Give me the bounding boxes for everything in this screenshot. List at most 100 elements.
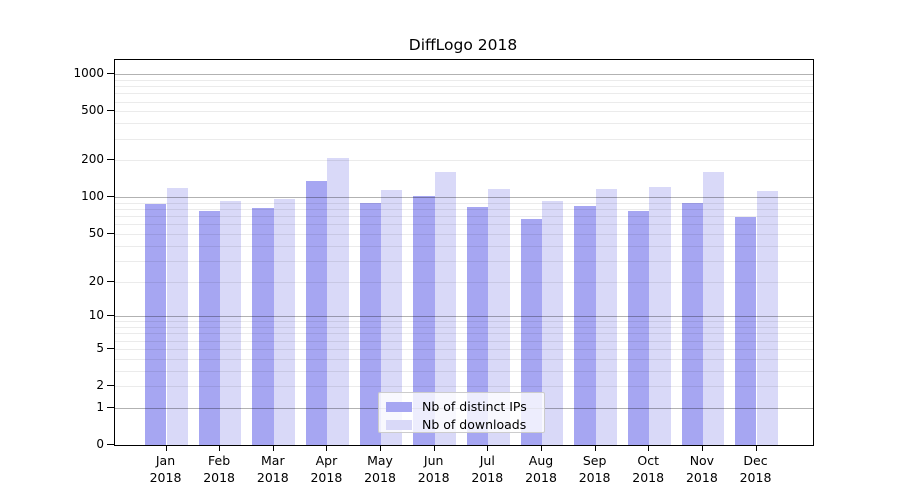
gridline-minor-80 <box>115 209 813 211</box>
y-tick-1 <box>107 406 114 408</box>
y-tick-5 <box>107 347 114 349</box>
bar-ips-nov <box>681 202 703 445</box>
gridline-minor-500 <box>115 111 813 113</box>
x-tick-label-nov: Nov 2018 <box>685 453 718 485</box>
gridline-minor-3 <box>115 370 813 372</box>
x-tick-label-feb: Feb 2018 <box>203 453 235 485</box>
x-tick-aug <box>541 445 542 451</box>
y-tick-label-0: 0 <box>96 437 104 451</box>
x-tick-label-may: May 2018 <box>364 453 396 485</box>
gridline-major-1000 <box>115 74 813 76</box>
bar-ips-may <box>359 203 381 445</box>
x-tick-dec <box>755 445 757 451</box>
legend: Nb of distinct IPs Nb of downloads <box>378 392 545 433</box>
bar-downloads-may <box>381 189 403 445</box>
y-tick-label-500: 500 <box>81 103 104 118</box>
y-tick-label-5: 5 <box>96 340 104 355</box>
y-tick-100 <box>107 196 114 198</box>
gridline-minor-40 <box>115 245 813 247</box>
bars-layer <box>115 60 813 445</box>
gridline-minor-50 <box>115 233 813 235</box>
y-tick-label-10: 10 <box>88 308 104 323</box>
bar-ips-aug <box>520 218 542 445</box>
x-tick-jan <box>165 445 167 451</box>
gridline-major-10 <box>115 316 813 318</box>
x-tick-label-aug: Aug 2018 <box>525 453 557 485</box>
x-tick-nov <box>701 445 703 451</box>
x-tick-label-sep: Sep 2018 <box>578 453 611 485</box>
y-tick-500 <box>107 110 114 112</box>
bar-downloads-oct <box>649 187 671 445</box>
y-tick-label-1: 1 <box>96 399 104 414</box>
bar-ips-jan <box>145 204 167 445</box>
bar-downloads-apr <box>327 158 349 445</box>
bar-ips-sep <box>574 205 596 445</box>
bar-downloads-feb <box>220 201 242 445</box>
gridline-minor-8 <box>115 327 813 328</box>
gridline-minor-9 <box>115 321 813 323</box>
gridline-minor-400 <box>115 123 813 125</box>
y-tick-label-2: 2 <box>96 378 104 392</box>
gridline-minor-7 <box>115 333 813 335</box>
y-tick-label-1000: 1000 <box>73 66 104 81</box>
y-tick-label-100: 100 <box>81 189 104 204</box>
bar-ips-apr <box>306 180 328 445</box>
x-tick-oct <box>648 445 650 451</box>
bar-downloads-sep <box>595 188 617 445</box>
bar-downloads-dec <box>756 190 778 445</box>
gridline-minor-2 <box>115 386 813 387</box>
bar-downloads-jul <box>488 189 510 445</box>
x-tick-label-oct: Oct 2018 <box>632 453 665 485</box>
chart-title: DiffLogo 2018 <box>408 36 518 54</box>
bar-ips-feb <box>198 211 221 445</box>
x-tick-label-dec: Dec 2018 <box>739 453 772 485</box>
x-tick-may <box>380 445 381 451</box>
gridline-minor-900 <box>115 79 813 81</box>
legend-swatch-downloads <box>386 419 412 430</box>
x-tick-label-jul: Jul 2018 <box>471 453 504 485</box>
legend-label-distinct-ips: Nb of distinct IPs <box>422 399 527 414</box>
y-tick-50 <box>107 232 114 234</box>
gridline-minor-60 <box>115 224 813 226</box>
x-tick-label-jun: Jun 2018 <box>417 453 450 485</box>
bar-ips-mar <box>252 207 274 445</box>
y-tick-label-200: 200 <box>81 152 104 167</box>
x-tick-feb <box>219 445 221 451</box>
bar-ips-jul <box>466 206 489 445</box>
x-tick-apr <box>326 445 328 451</box>
bar-downloads-aug <box>542 200 564 445</box>
bar-downloads-jun <box>434 172 457 445</box>
y-tick-0 <box>107 444 114 445</box>
x-tick-jun <box>433 445 435 451</box>
y-tick-20 <box>107 280 114 282</box>
gridline-minor-300 <box>115 138 813 140</box>
gridline-minor-5 <box>115 348 813 350</box>
bar-ips-jun <box>413 195 435 445</box>
gridline-minor-70 <box>115 216 813 218</box>
bar-downloads-mar <box>273 198 296 445</box>
gridline-minor-200 <box>115 160 813 162</box>
gridline-minor-600 <box>115 101 813 103</box>
x-tick-label-jan: Jan 2018 <box>149 453 182 485</box>
gridline-minor-6 <box>115 340 813 342</box>
x-tick-label-mar: Mar 2018 <box>256 453 289 485</box>
y-tick-1000 <box>107 73 114 75</box>
y-tick-label-50: 50 <box>88 225 104 240</box>
y-tick-2 <box>107 385 114 386</box>
legend-swatch-ips <box>386 401 412 412</box>
x-tick-label-apr: Apr 2018 <box>310 453 343 485</box>
legend-item-distinct-ips: Nb of distinct IPs <box>386 399 544 414</box>
bar-downloads-nov <box>702 171 725 445</box>
gridline-minor-20 <box>115 281 813 283</box>
y-tick-200 <box>107 159 114 161</box>
gridline-minor-90 <box>115 202 813 204</box>
gridline-major-100 <box>115 197 813 199</box>
legend-item-downloads: Nb of downloads <box>386 417 544 432</box>
gridline-minor-800 <box>115 86 813 87</box>
grid-layer <box>115 60 813 445</box>
x-tick-mar <box>272 445 274 451</box>
bar-ips-dec <box>735 216 757 445</box>
bar-ips-oct <box>627 211 650 445</box>
bar-downloads-jan <box>166 188 188 445</box>
